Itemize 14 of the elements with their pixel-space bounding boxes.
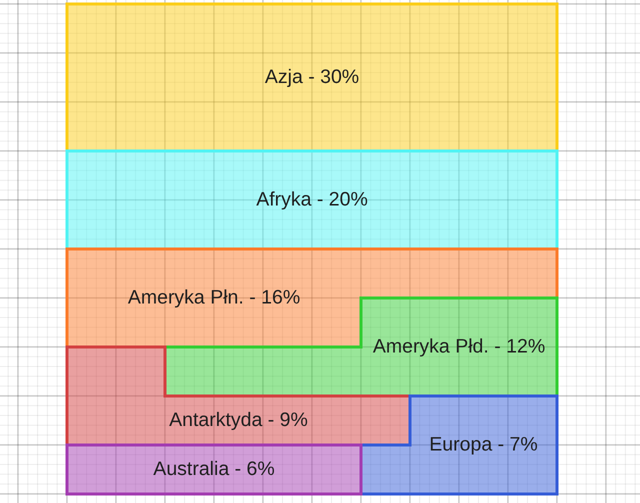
data-label: 16% bbox=[261, 286, 300, 308]
data-label: 30% bbox=[320, 66, 360, 88]
data-label: 9% bbox=[280, 408, 308, 431]
category-label: Ameryka Płn. - bbox=[128, 286, 256, 308]
category-label: Azja - bbox=[264, 66, 315, 88]
category-label: Ameryka Płd. - bbox=[372, 335, 501, 358]
category-label: Afryka - bbox=[256, 188, 324, 210]
data-label: 12% bbox=[506, 335, 546, 358]
category-label: Antarktyda - bbox=[169, 408, 274, 431]
category-label: Australia - bbox=[153, 458, 242, 480]
data-label: 6% bbox=[246, 458, 275, 480]
data-label: 7% bbox=[510, 433, 538, 456]
data-label: 20% bbox=[328, 188, 368, 210]
category-label: Europa - bbox=[429, 433, 504, 456]
